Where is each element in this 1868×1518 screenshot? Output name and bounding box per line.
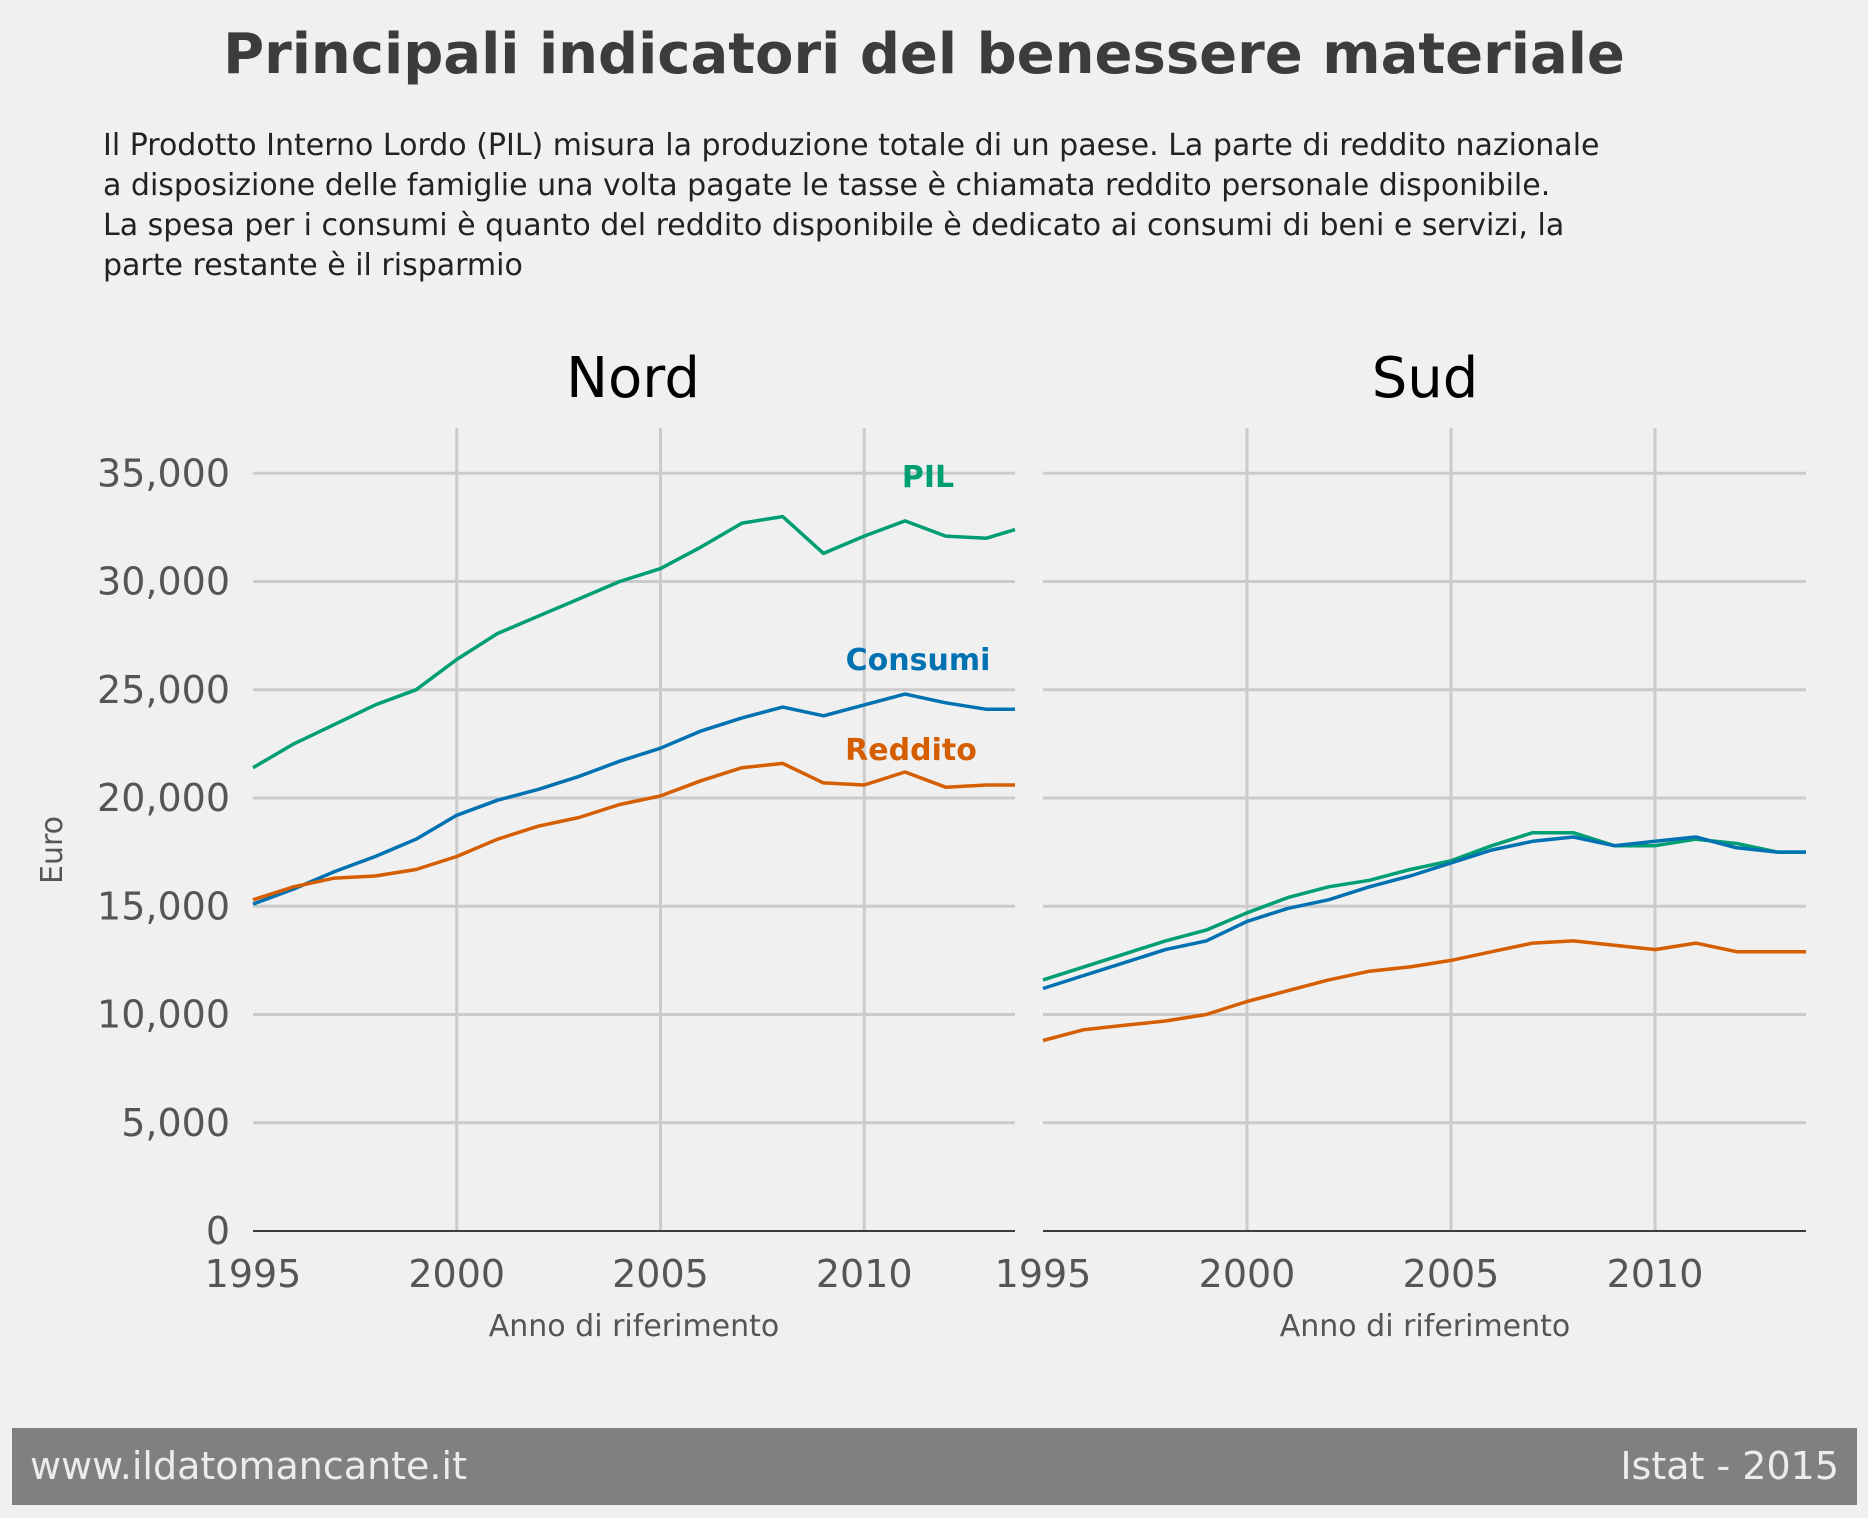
series-label-pil: PIL [902,460,954,495]
series-line-reddito [1042,939,1806,1043]
y-tick-label: 10,000 [97,993,230,1037]
x-tick-label: 2010 [816,1252,913,1296]
footer-source: Istat - 2015 [1620,1444,1839,1488]
series-line-pil [1042,830,1806,982]
series-label-reddito: Reddito [845,733,977,768]
footer-bar: www.ildatomancante.it Istat - 2015 [12,1428,1857,1505]
y-tick-label: 25,000 [97,668,230,712]
page-title: Principali indicatori del benessere mate… [223,22,1625,87]
chart-area: Nord 1995 2000 2005 2010 Anno di riferimento 0… [35,346,1806,1344]
series-line-consumi [1042,835,1806,991]
subtitle-line: a disposizione delle famiglie una volta … [103,168,1551,203]
panel-title: Sud [1372,346,1479,411]
y-tick-label: 5,000 [121,1101,230,1145]
footer-website: www.ildatomancante.it [30,1444,467,1488]
x-tick-label: 2005 [1403,1252,1500,1296]
y-tick-label: 20,000 [97,776,230,820]
x-tick-label: 1995 [205,1252,302,1296]
subtitle-line: parte restante è il risparmio [103,248,523,283]
y-tick-label: 30,000 [97,560,230,604]
x-axis-label: Anno di riferimento [1280,1309,1571,1344]
series-line-reddito [252,761,1015,902]
x-axis-label: Anno di riferimento [489,1309,780,1344]
y-tick-label: 15,000 [97,884,230,928]
panel-title: Nord [566,346,700,411]
x-tick-label: 2000 [1199,1252,1296,1296]
page-subtitle: Il Prodotto Interno Lordo (PIL) misura l… [103,126,1803,286]
subtitle-line: Il Prodotto Interno Lordo (PIL) misura l… [103,128,1600,163]
series-label-consumi: Consumi [846,643,991,678]
y-axis-label: Euro [35,816,70,884]
x-tick-label: 1995 [995,1252,1092,1296]
x-tick-label: 2000 [408,1252,505,1296]
y-tick-label: 35,000 [97,451,230,495]
x-tick-label: 2010 [1607,1252,1704,1296]
series-line-pil [252,514,1016,770]
x-tick-label: 2005 [612,1252,709,1296]
y-tick-label: 0 [206,1209,230,1253]
subtitle-line: La spesa per i consumi è quanto del redd… [103,208,1565,243]
series-line-consumi [252,692,1015,906]
